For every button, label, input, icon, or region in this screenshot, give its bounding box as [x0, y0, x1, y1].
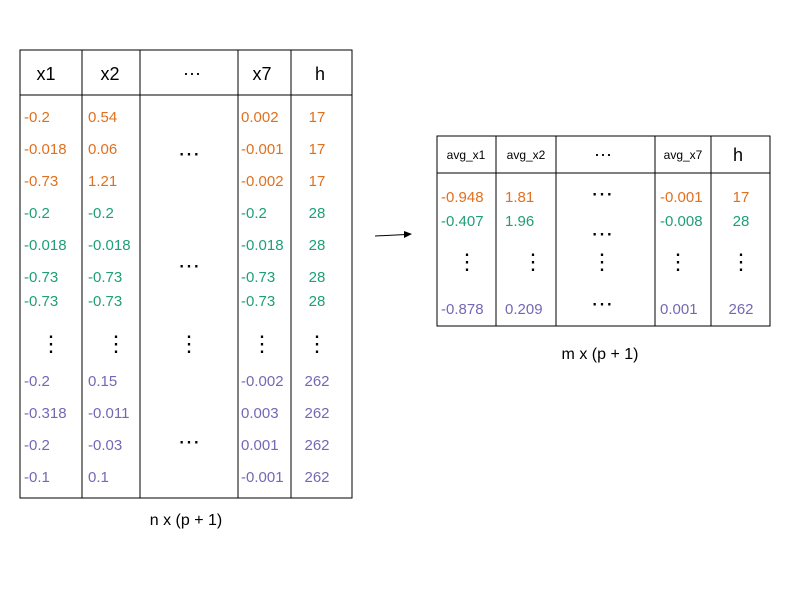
cell-value: 28 [309, 237, 326, 254]
cell-value: 0.54 [88, 109, 117, 126]
column-header: h [733, 145, 743, 165]
ellipsis: ⋯ [591, 291, 613, 316]
arrow-shaft [374, 234, 407, 237]
ellipsis: ⋮ [105, 331, 127, 356]
arrow-head [404, 231, 412, 238]
cell-value: 28 [309, 205, 326, 222]
ellipsis: ⋯ [178, 141, 200, 166]
ellipsis: ⋮ [40, 331, 62, 356]
cell-value: -0.73 [24, 269, 58, 286]
cell-value: 0.002 [241, 109, 279, 126]
column-header: x1 [36, 64, 55, 84]
cell-value: 0.003 [241, 405, 279, 422]
cell-value: 17 [733, 189, 750, 206]
cell-value: -0.73 [88, 293, 122, 310]
cell-value: -0.73 [88, 269, 122, 286]
cell-value: 17 [309, 109, 326, 126]
cell-value: -0.948 [441, 189, 484, 206]
cell-value: 0.1 [88, 469, 109, 486]
ellipsis: ⋮ [730, 249, 752, 274]
cell-value: 28 [309, 269, 326, 286]
column-header: avg_x1 [447, 148, 486, 162]
cell-value: -0.001 [660, 189, 703, 206]
ellipsis: ⋮ [251, 331, 273, 356]
left-caption: n x (p + 1) [150, 512, 222, 529]
ellipsis: ⋮ [456, 249, 478, 274]
right-caption: m x (p + 1) [562, 346, 639, 363]
cell-value: -0.2 [24, 109, 50, 126]
column-header: ⋯ [594, 145, 612, 165]
cell-value: 0.001 [660, 301, 698, 318]
cell-value: -0.018 [88, 237, 131, 254]
left-table-border [19, 49, 353, 499]
column-header: avg_x2 [507, 148, 546, 162]
cell-value: -0.2 [241, 205, 267, 222]
ellipsis: ⋮ [667, 249, 689, 274]
cell-value: -0.018 [24, 237, 67, 254]
column-header: avg_x7 [664, 148, 703, 162]
cell-value: -0.2 [24, 205, 50, 222]
ellipsis: ⋯ [591, 221, 613, 246]
column-header: h [315, 64, 325, 84]
cell-value: 262 [304, 373, 329, 390]
column-header: ⋯ [183, 64, 201, 84]
cell-value: -0.2 [24, 373, 50, 390]
cell-value: -0.018 [24, 141, 67, 158]
cell-value: 0.001 [241, 437, 279, 454]
ellipsis: ⋮ [178, 331, 200, 356]
ellipsis: ⋮ [591, 249, 613, 274]
ellipsis: ⋯ [591, 181, 613, 206]
cell-value: 1.96 [505, 213, 534, 230]
cell-value: -0.011 [88, 405, 129, 422]
cell-value: 0.06 [88, 141, 117, 158]
cell-value: -0.1 [24, 469, 50, 486]
cell-value: -0.03 [88, 437, 122, 454]
cell-value: -0.407 [441, 213, 484, 230]
cell-value: -0.002 [241, 373, 284, 390]
cell-value: 0.15 [88, 373, 117, 390]
cell-value: 262 [728, 301, 753, 318]
cell-value: -0.002 [241, 173, 284, 190]
column-header: x2 [100, 64, 119, 84]
cell-value: -0.73 [241, 293, 275, 310]
cell-value: -0.878 [441, 301, 484, 318]
cell-value: 1.21 [88, 173, 117, 190]
cell-value: -0.018 [241, 237, 284, 254]
cell-value: -0.001 [241, 469, 284, 486]
right-table-border [436, 135, 771, 327]
cell-value: 262 [304, 405, 329, 422]
cell-value: 17 [309, 173, 326, 190]
cell-value: 262 [304, 469, 329, 486]
ellipsis: ⋮ [306, 331, 328, 356]
ellipsis: ⋯ [178, 429, 200, 454]
cell-value: -0.73 [241, 269, 275, 286]
cell-value: -0.318 [24, 405, 67, 422]
cell-value: -0.73 [24, 293, 58, 310]
cell-value: 28 [309, 293, 326, 310]
cell-value: 28 [733, 213, 750, 230]
cell-value: -0.2 [88, 205, 114, 222]
column-header: x7 [252, 64, 271, 84]
cell-value: 1.81 [505, 189, 534, 206]
cell-value: -0.001 [241, 141, 284, 158]
ellipsis: ⋯ [178, 253, 200, 278]
cell-value: -0.73 [24, 173, 58, 190]
ellipsis: ⋮ [522, 249, 544, 274]
cell-value: 262 [304, 437, 329, 454]
cell-value: 17 [309, 141, 326, 158]
cell-value: -0.008 [660, 213, 703, 230]
cell-value: 0.209 [505, 301, 543, 318]
cell-value: -0.2 [24, 437, 50, 454]
